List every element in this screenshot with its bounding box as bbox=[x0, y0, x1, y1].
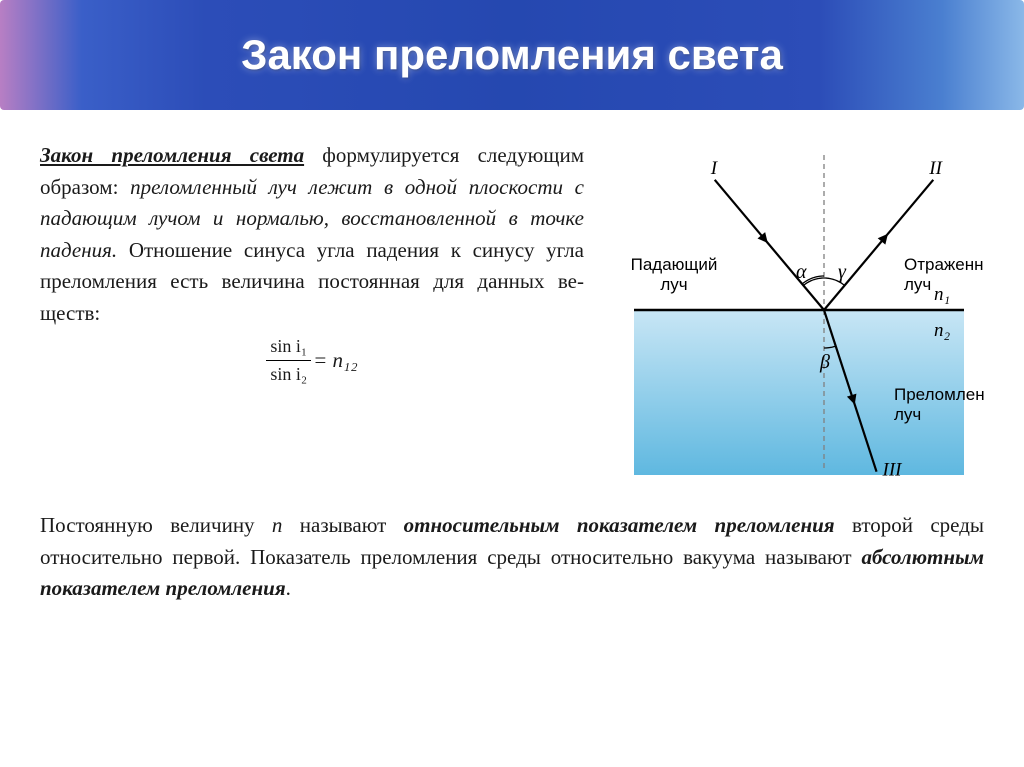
svg-text:луч: луч bbox=[904, 275, 931, 294]
formula-rhs: = n₁₂ bbox=[313, 348, 358, 372]
svg-text:α: α bbox=[796, 261, 807, 283]
svg-text:луч: луч bbox=[894, 405, 921, 424]
bp1b: называют bbox=[282, 513, 403, 537]
formula-den: sin i₂ bbox=[266, 361, 311, 388]
title-banner: Закон преломления света bbox=[0, 0, 1024, 110]
page-title: Закон преломления света bbox=[241, 31, 783, 79]
svg-text:n₁: n₁ bbox=[934, 284, 950, 305]
svg-text:луч: луч bbox=[660, 275, 687, 294]
svg-text:II: II bbox=[928, 158, 943, 179]
svg-text:β: β bbox=[819, 351, 830, 373]
law-paragraph: Закон преломления света формулируется сл… bbox=[40, 140, 584, 329]
svg-text:I: I bbox=[710, 158, 719, 179]
bp1t1: относительным показателем преломления bbox=[404, 513, 835, 537]
main-content: Закон преломления света формулируется сл… bbox=[0, 140, 1024, 480]
law-heading: Закон преломления света bbox=[40, 143, 304, 167]
svg-text:III: III bbox=[882, 460, 904, 480]
diagram-column: IIIIIIαγβn₁n₂ПадающийлучОтраженныйлучПре… bbox=[614, 140, 984, 480]
svg-text:n₂: n₂ bbox=[934, 320, 951, 341]
formula-num: sin i₁ bbox=[266, 333, 311, 361]
bp1a: Постоянную величину bbox=[40, 513, 272, 537]
svg-text:Отраженный: Отраженный bbox=[904, 255, 984, 274]
svg-text:Преломленный: Преломленный bbox=[894, 385, 984, 404]
formula-fraction: sin i₁ sin i₂ bbox=[266, 333, 311, 388]
formula: sin i₁ sin i₂ = n₁₂ bbox=[40, 333, 584, 388]
bottom-paragraph: Постоянную величину n называют относител… bbox=[0, 480, 1024, 605]
svg-text:γ: γ bbox=[838, 261, 847, 283]
refraction-diagram: IIIIIIαγβn₁n₂ПадающийлучОтраженныйлучПре… bbox=[614, 140, 984, 480]
bp1d: . bbox=[286, 576, 291, 600]
bottom-p1: Постоянную величину n называют относител… bbox=[40, 510, 984, 605]
law-text-column: Закон преломления света формулируется сл… bbox=[40, 140, 584, 480]
svg-text:Падающий: Падающий bbox=[631, 255, 718, 274]
bp1n: n bbox=[272, 513, 283, 537]
diagram-svg: IIIIIIαγβn₁n₂ПадающийлучОтраженныйлучПре… bbox=[614, 140, 984, 480]
